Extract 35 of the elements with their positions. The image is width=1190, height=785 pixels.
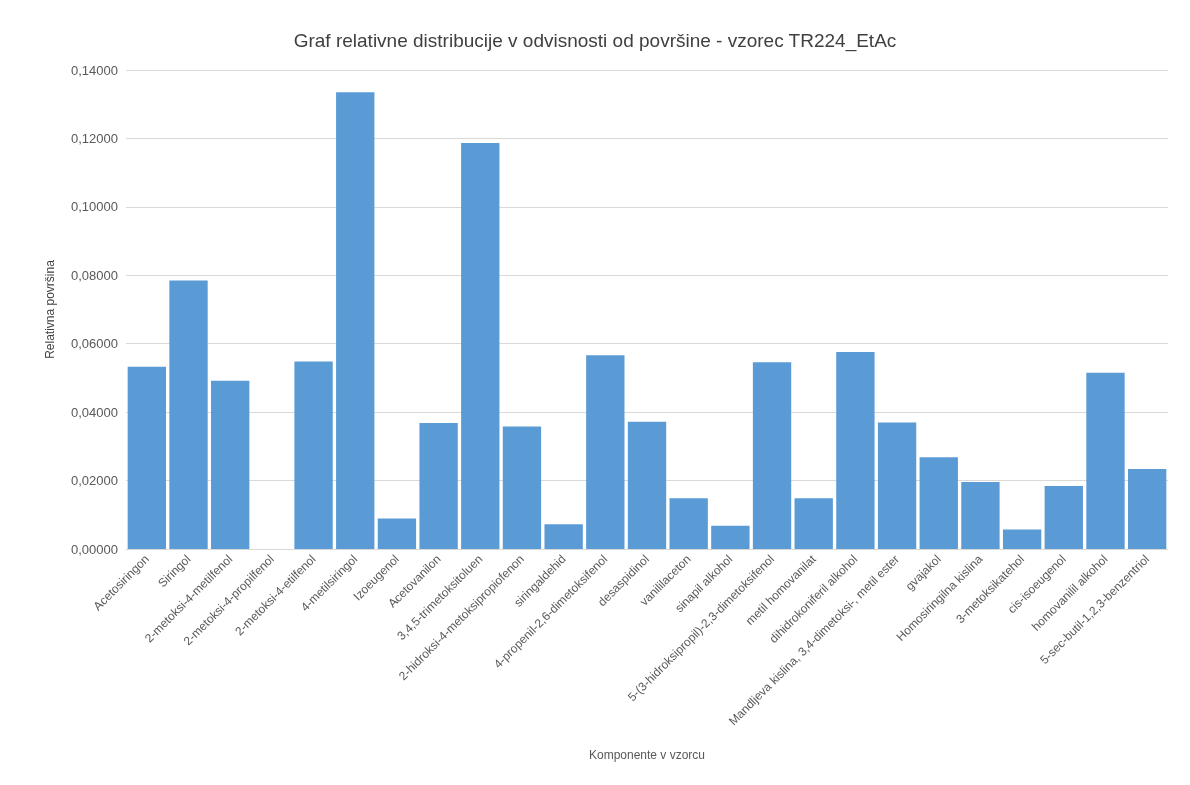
bar: [627, 421, 667, 549]
bar: [961, 481, 1000, 549]
y-tick-label: 0,06000: [71, 336, 118, 352]
bar: [294, 361, 333, 549]
bar: [1127, 468, 1167, 549]
bar: [169, 280, 208, 549]
bar: [211, 380, 250, 549]
bar: [836, 351, 875, 549]
bar: [1086, 372, 1125, 549]
bar: [127, 366, 167, 549]
bar: [877, 422, 917, 549]
bar: [336, 92, 375, 549]
y-tick-label: 0,08000: [71, 267, 118, 283]
bar: [419, 423, 458, 549]
bar: [377, 518, 417, 549]
bar: [669, 498, 708, 549]
y-tick-label: 0,04000: [71, 404, 118, 420]
bar: [711, 525, 750, 549]
bar: [544, 524, 583, 549]
y-tick-label: 0,12000: [71, 130, 118, 146]
y-tick-label: 0,10000: [71, 199, 118, 215]
y-axis-title: Relativna površina: [43, 259, 57, 359]
chart-title: Graf relativne distribucije v odvisnosti od površine - vzorec TR224_EtAc: [293, 30, 897, 52]
bar: [586, 355, 625, 549]
bar: [752, 362, 792, 549]
bar: [794, 498, 833, 549]
bar: [919, 457, 958, 549]
bar: [1002, 529, 1042, 549]
y-tick-label: 0,00000: [71, 541, 118, 557]
x-axis-title: Komponente v vzorcu: [588, 748, 706, 762]
y-tick-label: 0,14000: [71, 62, 118, 78]
bar: [461, 142, 500, 549]
bar: [1044, 486, 1083, 549]
y-tick-label: 0,02000: [71, 473, 118, 489]
bar: [502, 426, 542, 549]
